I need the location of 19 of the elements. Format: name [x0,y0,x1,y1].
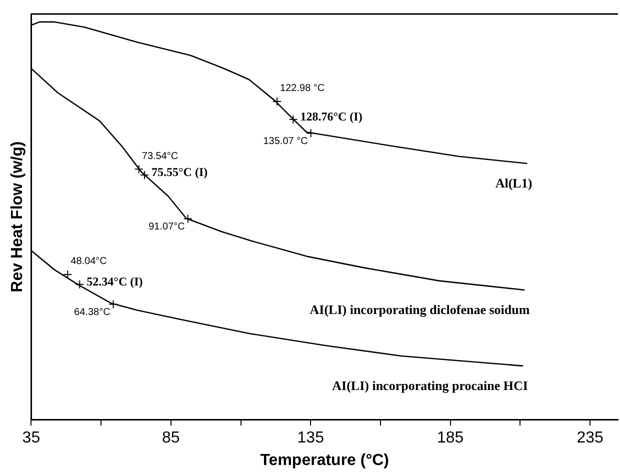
annotation: 122.98 °C [280,83,325,94]
y-axis-title: Rev Heat Flow (w/g) [9,141,26,292]
annotation: 52.34°C (I) [86,274,143,288]
x-tick-label: 35 [22,430,40,447]
annotation: 128.76°C (I) [300,109,362,124]
x-tick-label: 85 [162,430,180,447]
annotation: 64.38°C [74,307,110,318]
annotation: 91.07°C [148,222,185,233]
series-label: AI(LI) incorporating procaine HCI [332,378,528,393]
annotation: 48.04°C [70,256,107,268]
x-axis-title: Temperature (°C) [260,452,389,469]
series-label: Al(L1) [495,175,532,190]
x-tick-label: 235 [576,430,604,447]
annotation: 73.54°C [142,150,178,162]
x-tick-label: 185 [436,430,464,447]
annotation: 75.55°C (I) [152,165,208,180]
x-tick-label: 135 [297,430,324,447]
annotation: 135.07 °C [263,136,308,148]
series-label: AI(LI) incorporating diclofenae soidum [310,302,530,317]
